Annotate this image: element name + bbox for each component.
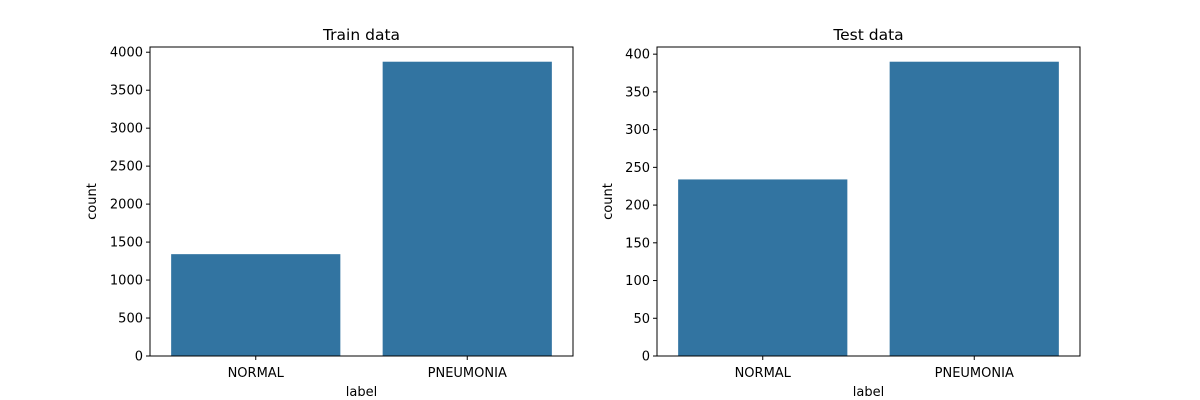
test-chart-xtick-label: NORMAL: [735, 366, 792, 381]
train-chart-ytick-label: 1500: [110, 236, 143, 251]
test-chart-ytick-label: 250: [625, 161, 650, 176]
train-chart-frame: [149, 46, 574, 357]
train-chart-ylabel: count: [85, 183, 100, 220]
test-chart-title: Test data: [832, 26, 903, 44]
test-chart-xtick-label: PNEUMONIA: [935, 366, 1014, 381]
train-chart-ytick-label: 4000: [110, 46, 143, 61]
train-chart-ytick-label: 2500: [110, 160, 143, 175]
test-chart-bar-normal: [678, 179, 848, 356]
test-chart-ytick-label: 0: [642, 350, 650, 365]
test-chart-ytick-label: 350: [625, 85, 650, 100]
test-chart-ytick-label: 400: [625, 48, 650, 63]
train-chart-ytick-label: 2000: [110, 198, 143, 213]
train-chart-ytick-label: 0: [135, 350, 143, 365]
test-chart-bar-pneumonia: [889, 61, 1059, 356]
train-chart-ytick-label: 3000: [110, 122, 143, 137]
train-chart-xtick-label: PNEUMONIA: [428, 366, 507, 381]
test-chart-ytick-label: 150: [625, 236, 650, 251]
train-chart-ytick-label: 3500: [110, 84, 143, 99]
train-chart-ytick-label: 500: [118, 312, 143, 327]
test-chart: Test data label count 0 50 100 150 200 250 300…: [601, 26, 1081, 400]
test-chart-frame: [656, 46, 1081, 357]
test-chart-ytick-label: 100: [625, 274, 650, 289]
train-chart-xtick-label: NORMAL: [228, 366, 285, 381]
test-chart-xlabel: label: [853, 385, 884, 400]
train-chart-title: Train data: [322, 26, 400, 44]
test-chart-ytick-label: 50: [633, 312, 650, 327]
test-chart-ytick-label: 200: [625, 199, 650, 214]
train-chart: Train data label count 0 500 1000 1500 2000 2…: [85, 26, 574, 400]
train-chart-bar-normal: [171, 254, 341, 356]
train-chart-ytick-label: 1000: [110, 274, 143, 289]
train-chart-xlabel: label: [346, 385, 377, 400]
test-chart-ytick-label: 300: [625, 123, 650, 138]
train-chart-bar-pneumonia: [382, 61, 552, 356]
test-chart-ylabel: count: [601, 183, 616, 220]
